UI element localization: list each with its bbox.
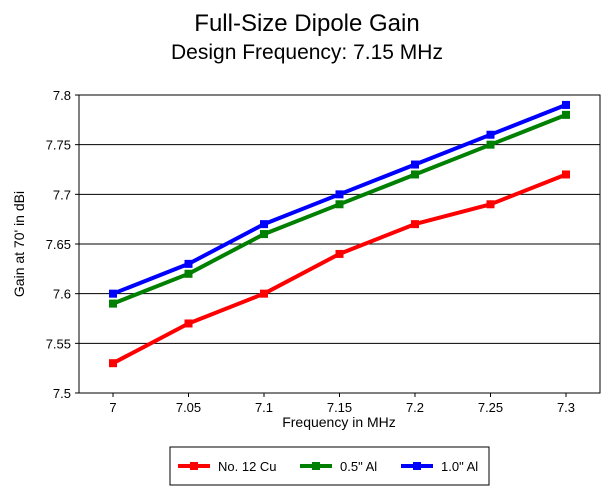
data-point — [335, 249, 344, 258]
legend-items: No. 12 Cu 0.5" Al 1.0" Al — [178, 459, 478, 474]
chart-subtitle: Design Frequency: 7.15 MHz — [171, 41, 443, 64]
x-tick-label: 7.15 — [327, 400, 352, 415]
y-tick-label: 7.8 — [53, 88, 71, 103]
data-point — [260, 289, 268, 298]
legend-label: No. 12 Cu — [218, 459, 277, 474]
y-tick-label: 7.55 — [46, 336, 71, 351]
data-point — [486, 130, 495, 139]
x-tick-label: 7 — [109, 400, 116, 415]
data-point — [411, 160, 419, 169]
x-tick-label: 7.2 — [406, 400, 424, 415]
data-point — [260, 230, 268, 239]
data-point — [562, 100, 570, 109]
data-point — [335, 200, 344, 209]
data-point — [184, 319, 193, 328]
legend-item: 0.5" Al — [300, 459, 377, 474]
x-tick-label: 7.05 — [176, 400, 201, 415]
data-point — [486, 200, 495, 209]
y-tick-label: 7.75 — [46, 138, 71, 153]
data-point — [562, 170, 570, 179]
data-point — [260, 220, 268, 229]
legend: No. 12 Cu 0.5" Al 1.0" Al — [169, 446, 490, 486]
y-tick-label: 7.6 — [53, 287, 71, 302]
y-tick-label: 7.7 — [53, 187, 71, 202]
data-point — [184, 269, 193, 278]
legend-label: 1.0" Al — [441, 459, 478, 474]
series-1 — [109, 170, 570, 368]
legend-swatch-marker — [413, 462, 421, 470]
chart-title: Full-Size Dipole Gain — [194, 10, 419, 37]
y-tick-label: 7.5 — [53, 386, 71, 401]
y-tick-label: 7.65 — [46, 237, 71, 252]
legend-swatch-marker — [190, 462, 198, 470]
data-point — [486, 140, 495, 149]
data-point — [109, 359, 117, 368]
data-point — [109, 289, 117, 298]
y-axis-label: Gain at 70' in dBi — [11, 191, 27, 297]
x-axis-label: Frequency in MHz — [282, 414, 396, 430]
legend-swatch-marker — [312, 462, 320, 470]
data-point — [411, 220, 419, 229]
legend-item: 1.0" Al — [401, 459, 478, 474]
legend-label: 0.5" Al — [340, 459, 377, 474]
x-tick-label: 7.3 — [557, 400, 575, 415]
x-tick-label: 7.1 — [255, 400, 273, 415]
data-point — [335, 190, 344, 199]
legend-item: No. 12 Cu — [178, 459, 277, 474]
data-point — [109, 299, 117, 308]
series-2 — [109, 110, 570, 308]
data-point — [562, 110, 570, 119]
x-axis-ticks: 7 7.05 7.1 7.15 7.2 7.25 7.3 — [109, 393, 575, 415]
x-tick-label: 7.25 — [478, 400, 503, 415]
series-3 — [109, 100, 570, 298]
data-point — [184, 259, 193, 268]
data-point — [411, 170, 419, 179]
series-lines — [109, 100, 570, 368]
y-axis-ticks: 7.5 7.55 7.6 7.65 7.7 7.75 7.8 — [46, 88, 79, 401]
grid-lines — [79, 144, 600, 344]
